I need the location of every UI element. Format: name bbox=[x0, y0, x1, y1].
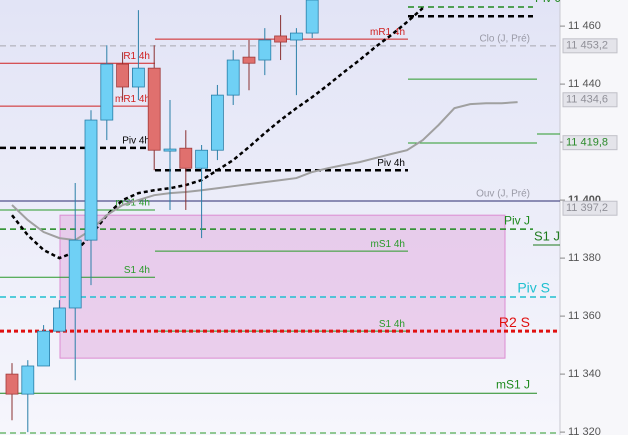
candle-body bbox=[258, 39, 272, 61]
y-tick-label: 11 440 bbox=[568, 78, 601, 90]
price-label: 11 397,2 bbox=[566, 202, 608, 214]
level-label: Piv J bbox=[504, 213, 530, 227]
price-box bbox=[562, 38, 618, 54]
candle-body bbox=[226, 59, 240, 96]
indicator-line bbox=[11, 7, 424, 260]
candle-body bbox=[21, 365, 35, 395]
candle-body bbox=[84, 119, 98, 241]
axis-background bbox=[560, 0, 628, 435]
y-tick-label: 11 460 bbox=[568, 20, 601, 32]
candle-body bbox=[68, 239, 82, 309]
candle-body bbox=[53, 307, 66, 332]
level-label: Piv S bbox=[517, 280, 550, 296]
candle-body bbox=[179, 147, 193, 169]
zone bbox=[59, 214, 506, 359]
candle-body bbox=[147, 67, 161, 151]
candle-body bbox=[131, 67, 145, 88]
candle-body bbox=[163, 148, 177, 152]
level-label: Piv 4h bbox=[377, 158, 405, 169]
candle-body bbox=[195, 149, 209, 169]
price-box bbox=[562, 135, 618, 151]
price-box bbox=[562, 200, 618, 216]
level-label: Piv J bbox=[535, 0, 561, 5]
level-label: R2 S bbox=[499, 314, 530, 330]
candle-body bbox=[210, 94, 224, 151]
candle-body bbox=[5, 373, 19, 395]
y-tick-label: 11 380 bbox=[568, 252, 601, 264]
candle-body bbox=[242, 56, 256, 64]
candle-body bbox=[289, 32, 303, 41]
price-label: 11 434,6 bbox=[566, 94, 608, 106]
level-label: mS1 4h bbox=[371, 239, 405, 250]
price-label: 11 453,2 bbox=[566, 40, 608, 52]
level-label: R1 4h bbox=[123, 51, 150, 62]
candle-body bbox=[100, 63, 114, 121]
candle-body bbox=[116, 63, 129, 88]
level-label: mR1 4h bbox=[370, 27, 405, 38]
level-label: mS1 J bbox=[496, 377, 530, 391]
level-label: mR1 4h bbox=[115, 94, 150, 105]
price-box bbox=[562, 92, 618, 108]
candle-body bbox=[37, 330, 50, 367]
level-label: S1 4h bbox=[379, 319, 405, 330]
level-label: S1 J bbox=[534, 228, 560, 243]
level-label: mS1 4h bbox=[116, 198, 150, 209]
y-tick-label: 11 320 bbox=[568, 426, 601, 435]
level-label: S1 4h bbox=[124, 265, 150, 276]
level-label: Piv 4h bbox=[122, 136, 150, 147]
candle-body bbox=[305, 0, 319, 34]
candle-body bbox=[274, 35, 288, 43]
price-label: 11 419,8 bbox=[566, 137, 608, 149]
y-tick-label: 11 340 bbox=[568, 368, 601, 380]
level-label: Clo (J, Pré) bbox=[479, 33, 530, 44]
y-tick-label: 11 360 bbox=[568, 310, 601, 322]
level-label: Ouv (J, Pré) bbox=[476, 189, 530, 200]
